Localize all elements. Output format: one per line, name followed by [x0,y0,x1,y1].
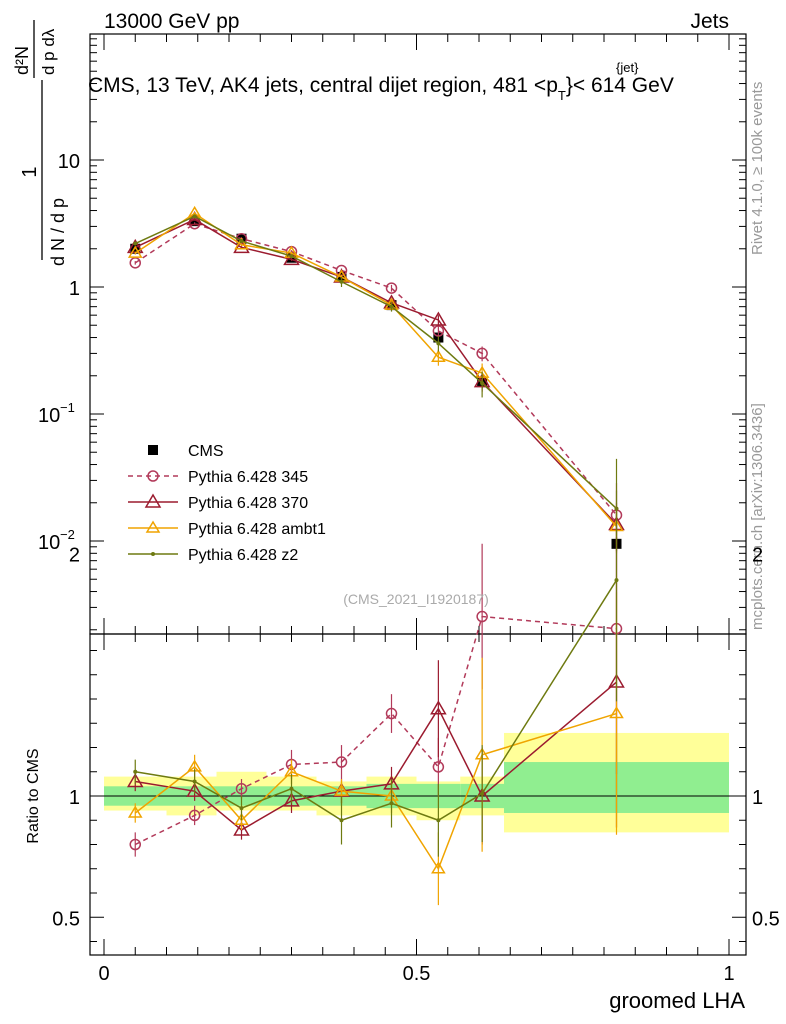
ylabel-denominator: d N / d p [48,198,68,266]
ylabel-one: 1 [19,166,41,177]
plot-title-sup: {jet} [616,60,639,75]
main-point-z2 [192,214,197,219]
main-point-p345 [385,282,398,294]
ratio-point-p345 [385,707,398,720]
ylabel-dpt: d p dλ [39,28,58,75]
ratio-ytick-label: 0.5 [52,908,80,930]
main-ytick-label: 10 [38,532,60,554]
ratio-point-p370 [283,792,300,807]
ylabel-dn: d²N [12,46,32,75]
ratio-point-p345 [188,809,201,822]
ratio-point-z2 [614,578,619,583]
plot-title-tail: }< 614 GeV [566,74,674,97]
ratio-xtick-label: 0 [98,963,109,985]
ratio-point-z2 [289,786,294,791]
main-ytick-label: 10 [58,151,80,173]
main-point-ambt1 [127,245,143,258]
analysis-watermark: (CMS_2021_I1920187) [343,591,489,607]
x-axis-label: groomed LHA [609,988,745,1013]
main-ytick-exponent: −2 [60,527,75,542]
plot-title-main: CMS, 13 TeV, AK4 jets, central dijet reg… [88,74,558,97]
main-series-z2 [133,214,619,536]
ratio-point-z2 [389,801,394,806]
ratio-point-p345 [335,756,348,768]
ratio-series-z2 [133,458,619,857]
ratio-point-p345 [432,761,445,773]
ratio-ytick-label: 2 [69,545,80,567]
ratio-ytick-label-right: 0.5 [752,908,780,930]
main-point-cms [189,216,200,227]
main-point-z2 [339,279,344,284]
ratio-ytick-label-right: 2 [752,545,763,567]
ratio-point-z2 [192,779,197,784]
ratio-ytick-label: 1 [69,787,80,809]
ratio-point-p370 [126,772,144,788]
legend-label-ambt1: Pythia 6.428 ambt1 [188,521,326,538]
legend: CMS Pythia 6.428 345 Pythia 6.428 370 Pythi… [128,443,326,564]
ratio-point-ambt1 [609,706,624,719]
plot-title-sub: T [558,88,566,103]
ratio-point-p370 [186,782,203,797]
ratio-point-ambt1 [234,812,249,825]
ratio-point-ambt1 [127,805,143,818]
main-point-z2 [239,239,244,244]
ratio-xtick-label: 1 [723,963,734,985]
main-point-z2 [389,304,394,309]
ratio-point-p370 [430,700,447,715]
ratio-ylabel: Ratio to CMS [25,748,42,843]
legend-label-cms: CMS [188,443,224,460]
ratio-point-z2 [133,769,138,774]
main-point-p345 [432,325,445,337]
main-point-p370 [233,238,250,254]
main-ytick-label: 10 [38,405,60,427]
ratio-xtick-label: 0.5 [403,963,431,985]
legend-marker-cms [148,445,158,455]
side-text-top: Rivet 4.1.0, ≥ 100k events [749,82,766,255]
legend-marker-p345 [147,470,159,482]
ratio-point-ambt1 [334,783,349,796]
ratio-panel: 0 0.5 1 0.5 0.5 1 1 2 2 [52,458,780,985]
ratio-point-z2 [436,818,441,823]
ratio-point-p345 [129,838,141,851]
header-left: 13000 GeV pp [104,10,239,33]
main-point-ambt1 [234,237,249,250]
main-point-p370 [430,311,447,326]
legend-label-p370: Pythia 6.428 370 [188,495,308,512]
ratio-frame [89,633,747,956]
main-line-z2 [134,215,618,510]
main-point-z2 [480,381,485,386]
main-point-p345 [476,347,488,360]
ratio-ytick-label-right: 1 [752,787,763,809]
side-text-bottom: mcplots.cern.ch [arXiv:1306.3436] [749,403,766,630]
legend-marker-z2 [151,552,155,556]
main-point-p345 [129,257,141,269]
ratio-point-p345 [235,782,248,795]
main-point-z2 [289,254,294,259]
ratio-point-z2 [480,791,485,796]
ratio-point-p345 [476,610,488,623]
ratio-point-z2 [239,806,244,811]
legend-marker-ambt1 [145,520,161,533]
legend-marker-p370 [144,493,162,508]
legend-label-p345: Pythia 6.428 345 [188,469,308,486]
main-point-ambt1 [431,349,446,362]
header-right: Jets [690,10,729,33]
ratio-point-p370 [233,821,250,836]
plot-title: CMS, 13 TeV, AK4 jets, central dijet reg… [88,74,674,103]
ratio-point-ambt1 [431,861,446,874]
main-ytick-label: 1 [69,278,80,300]
main-point-z2 [133,241,138,246]
main-ylabel: 1 d N / d p d²N d p dλ [12,20,68,266]
legend-label-z2: Pythia 6.428 z2 [188,547,298,564]
ratio-point-z2 [339,818,344,823]
main-ytick-exponent: −1 [60,400,75,415]
main-point-z2 [436,341,441,346]
